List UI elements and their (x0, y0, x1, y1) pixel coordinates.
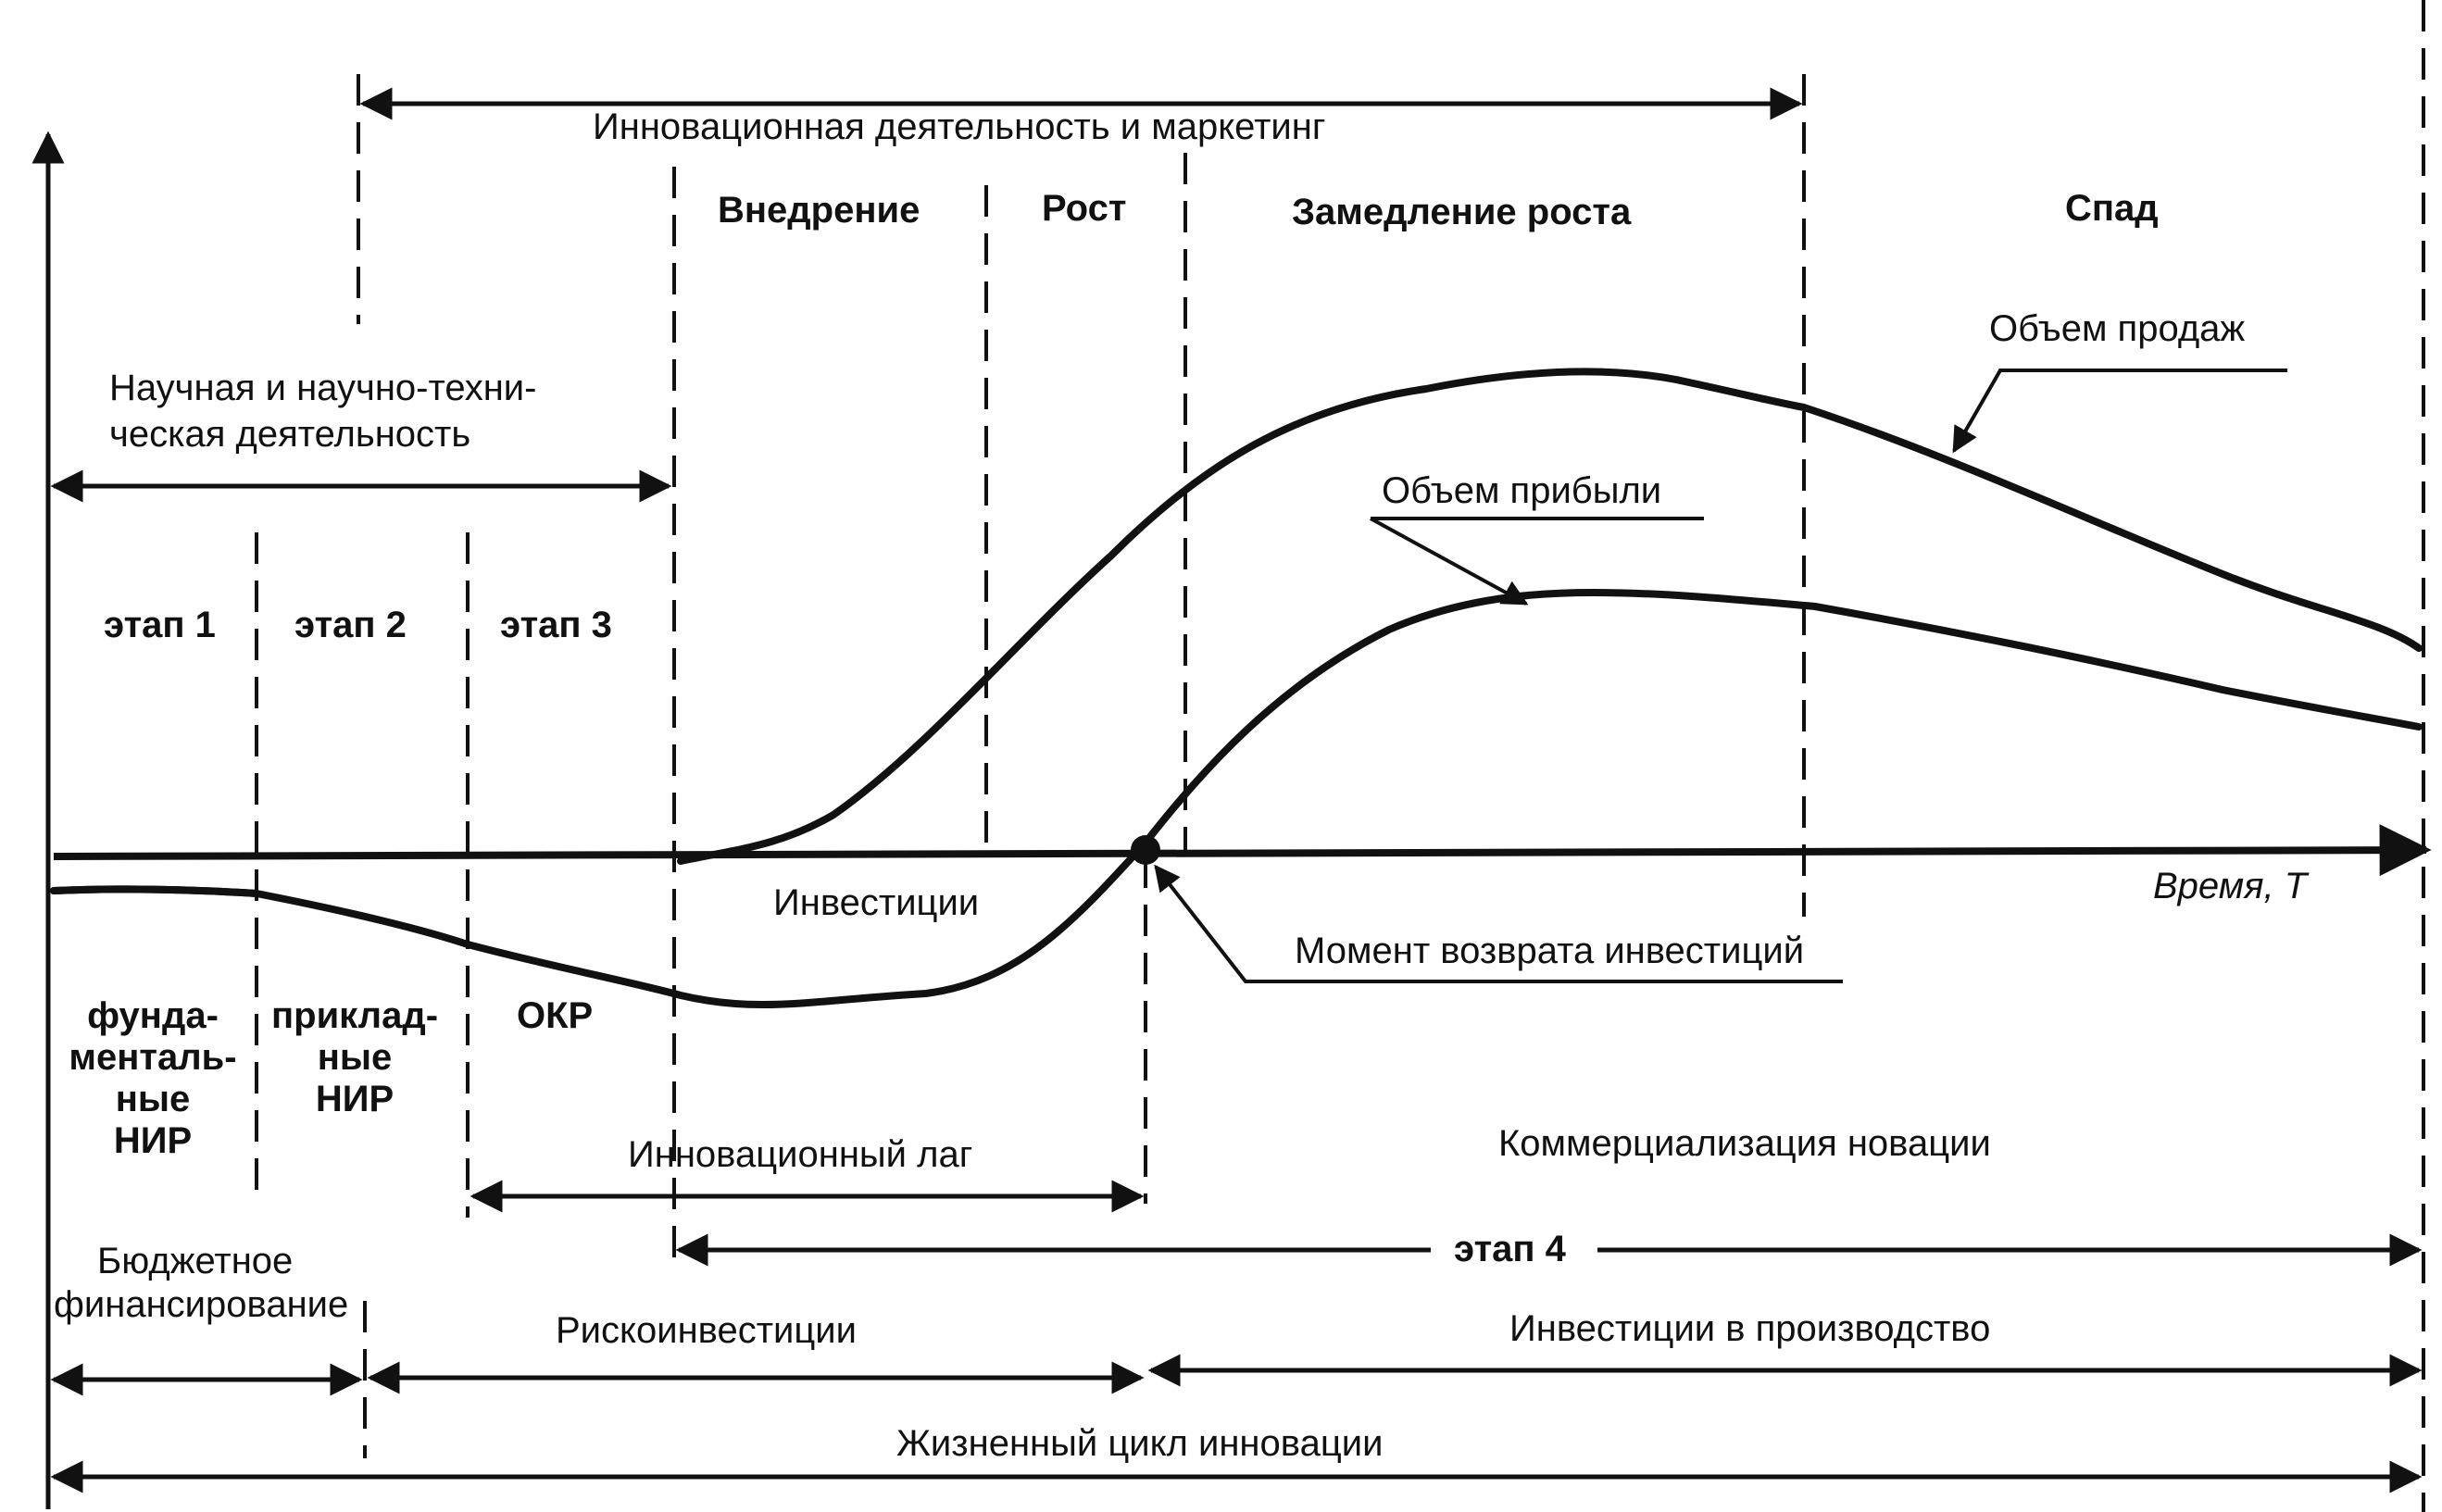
time-axis-label: Время, T (2153, 866, 2310, 906)
innov-lag-label: Инновационный лаг (628, 1134, 972, 1175)
life-cycle-label: Жизненный цикл инновации (896, 1423, 1383, 1464)
okr-label: ОКР (517, 995, 593, 1036)
sci-activity-label-1: Научная и научно-техни- (109, 368, 536, 408)
profit-leader-a (1370, 517, 1529, 606)
sales-leader (1952, 369, 2287, 454)
applied-research-3: НИР (316, 1079, 394, 1119)
stage1-label: этап 1 (104, 605, 216, 645)
applied-research-1: приклад- (271, 995, 438, 1036)
applied-research-2: ные (318, 1037, 393, 1078)
profit-volume-curve (50, 588, 2423, 1008)
payback-point (1131, 835, 1160, 865)
commercialization-label: Коммерциализация новации (1498, 1123, 1991, 1164)
payback-leader (1154, 864, 1843, 983)
profit-volume-label: Объем прибыли (1382, 470, 1661, 511)
stage2-label: этап 2 (294, 605, 407, 645)
phase-slowdown-label: Замедление роста (1292, 192, 1632, 232)
stage3-label: этап 3 (500, 605, 612, 645)
innov-activity-label: Инновационная деятельность и маркетинг (593, 106, 1325, 147)
fundamental-research-3: ные (116, 1079, 191, 1119)
investments-label: Инвестиции (773, 882, 979, 923)
sales-volume-label: Объем продаж (1989, 308, 2245, 349)
payback-label: Момент возврата инвестиций (1295, 931, 1804, 971)
time-axis (53, 824, 2432, 877)
phase-growth-label: Рост (1042, 188, 1126, 229)
sci-activity-label-2: ческая деятельность (109, 414, 470, 455)
fundamental-research-1: фунда- (87, 995, 219, 1036)
risk-invest-label: Рискоинвестиции (556, 1310, 857, 1351)
fundamental-research-4: НИР (114, 1120, 192, 1161)
prod-invest-label: Инвестиции в производство (1509, 1308, 1990, 1349)
phase-decline-label: Спад (2065, 188, 2159, 229)
investments-curve (50, 885, 260, 897)
sales-volume-curve (677, 368, 2423, 865)
stage4-label: этап 4 (1454, 1229, 1567, 1269)
phase-intro-label: Внедрение (718, 190, 920, 231)
budget-label-2: финансирование (54, 1284, 348, 1325)
fundamental-research-2: менталь- (69, 1037, 236, 1078)
budget-label-1: Бюджетное (97, 1241, 293, 1281)
